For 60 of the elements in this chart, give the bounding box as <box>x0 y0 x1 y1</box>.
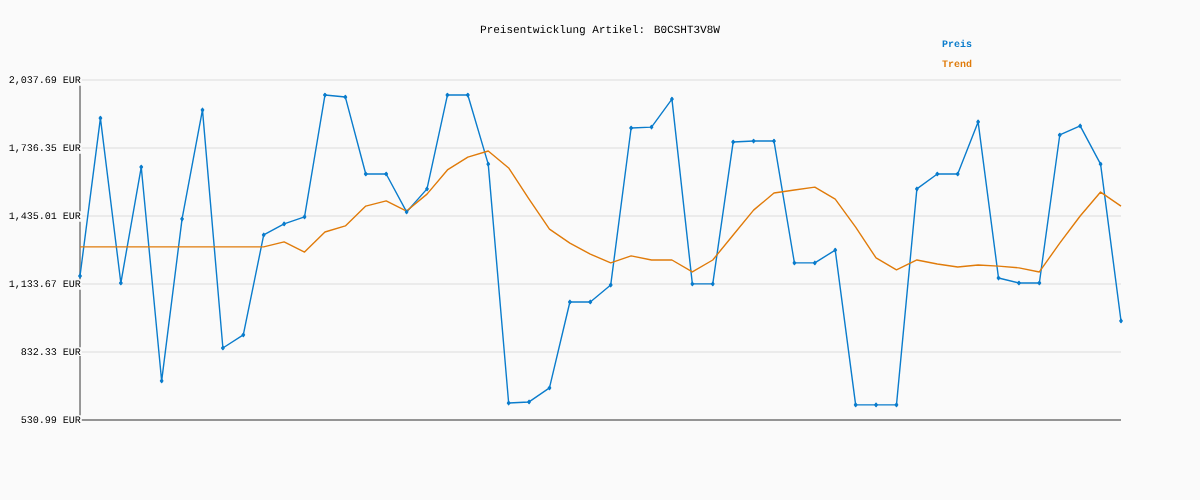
point <box>772 138 776 144</box>
point <box>812 260 817 266</box>
point <box>425 186 429 192</box>
point <box>833 247 838 253</box>
chart-title: Preisentwicklung Artikel: B0CSHT3V8W <box>480 25 720 36</box>
point <box>608 282 613 288</box>
point <box>853 402 858 408</box>
point <box>384 171 389 177</box>
point <box>241 332 246 338</box>
point <box>955 171 960 177</box>
point <box>506 400 511 406</box>
point <box>588 299 593 305</box>
point <box>751 138 756 144</box>
point <box>180 216 184 222</box>
point <box>567 299 572 305</box>
point <box>1057 132 1062 138</box>
point <box>690 281 695 287</box>
point <box>914 186 919 192</box>
point <box>547 385 552 391</box>
point <box>363 171 368 177</box>
y-tick-label: 530.99 EUR <box>21 416 81 424</box>
point <box>220 345 225 351</box>
point <box>1119 318 1123 324</box>
point <box>118 280 123 286</box>
text: Preis <box>942 39 972 48</box>
y-tick-label: 1,736.35 EUR <box>9 144 81 153</box>
point <box>527 399 531 405</box>
point <box>1098 161 1103 167</box>
point <box>98 115 103 121</box>
point <box>649 124 654 130</box>
point <box>445 92 450 98</box>
point <box>894 402 899 408</box>
point <box>343 94 348 100</box>
point <box>261 232 266 238</box>
point <box>78 273 82 279</box>
y-tick-label: 2,037.69 EUR <box>9 76 81 85</box>
point <box>1078 123 1083 129</box>
y-tick-label: 1,133.67 EUR <box>9 280 81 289</box>
point <box>139 164 144 170</box>
text: Trend <box>942 59 972 68</box>
point <box>629 125 634 131</box>
point <box>200 107 205 113</box>
point <box>486 161 491 167</box>
point <box>159 378 164 384</box>
point <box>731 139 736 145</box>
point <box>710 281 715 287</box>
point <box>302 214 307 220</box>
y-tick-label: 1,435.01 EUR <box>9 212 81 221</box>
point <box>282 221 287 227</box>
point <box>935 171 940 177</box>
point <box>874 402 878 408</box>
point <box>792 260 797 266</box>
point <box>323 92 327 98</box>
point <box>1017 280 1021 286</box>
point <box>670 96 674 102</box>
point <box>976 119 981 125</box>
point <box>1037 280 1042 286</box>
y-tick-label: 832.33 EUR <box>21 348 81 356</box>
point <box>465 92 470 98</box>
point <box>404 209 409 215</box>
